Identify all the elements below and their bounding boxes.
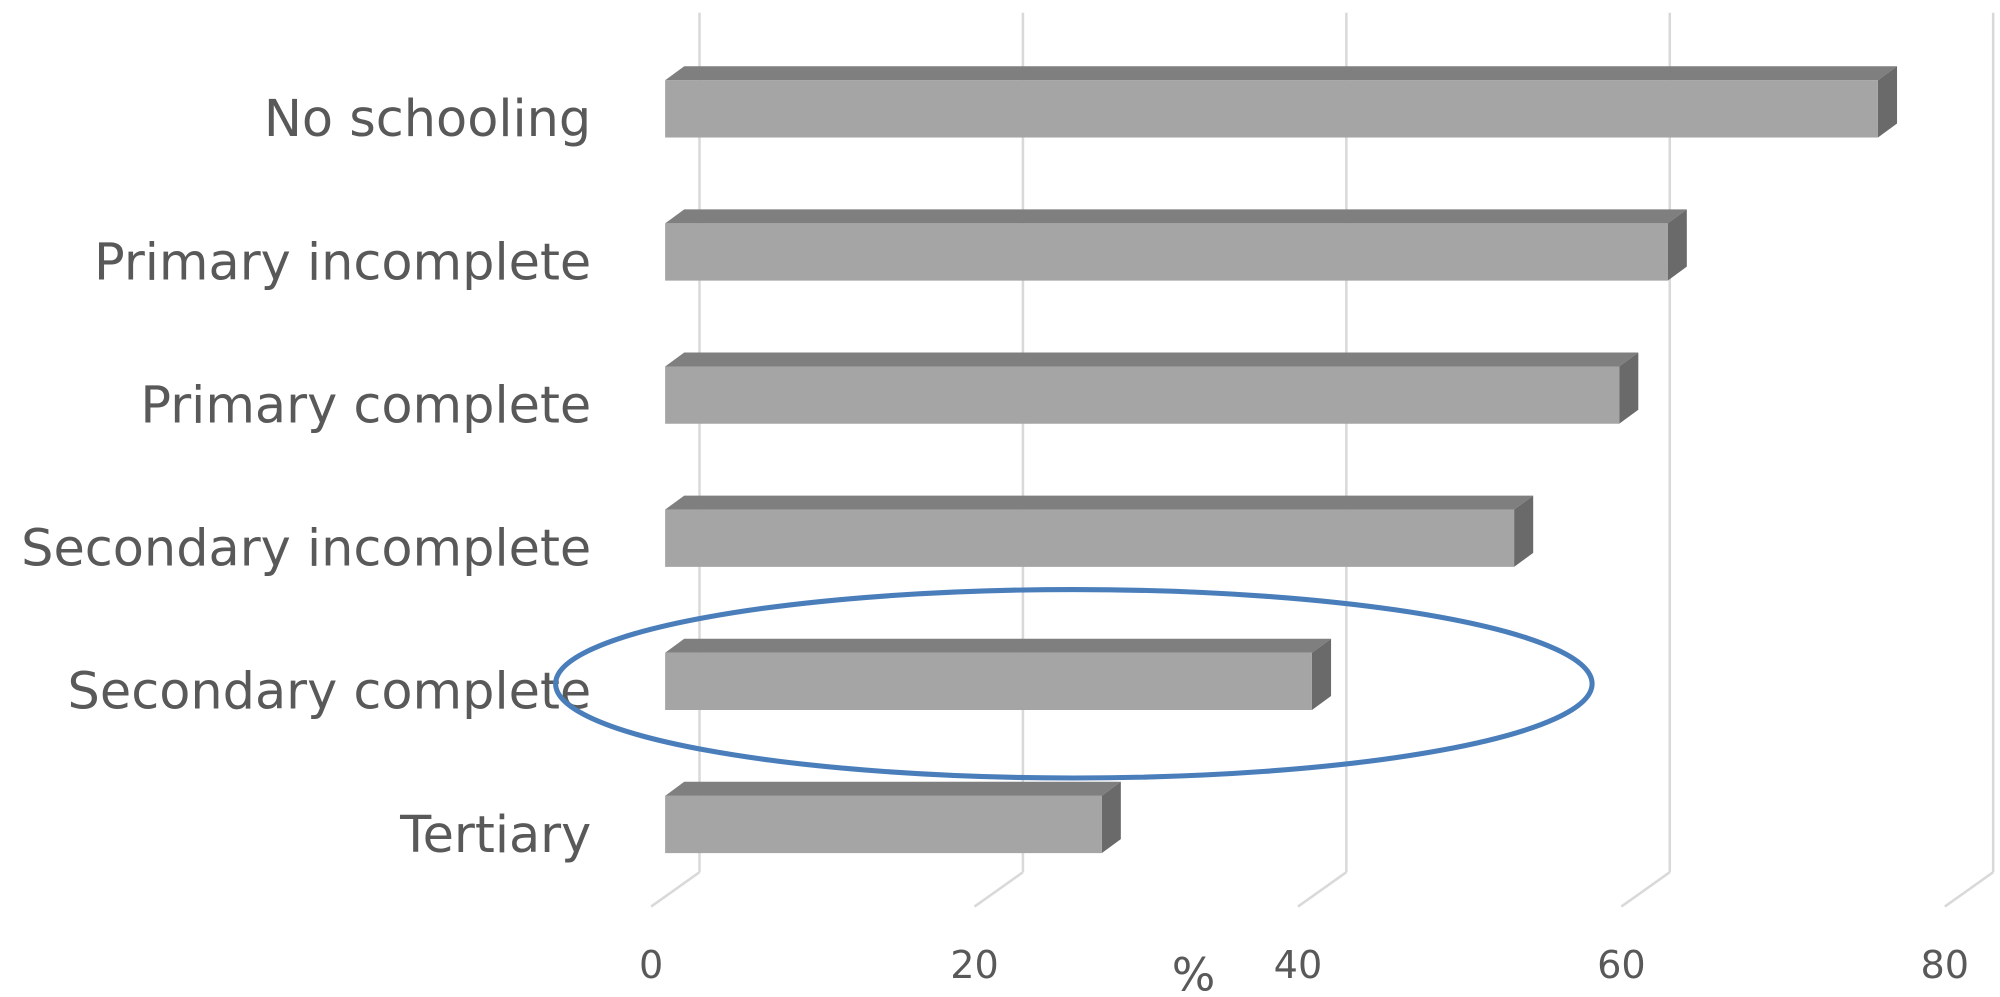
floor-line bbox=[650, 871, 701, 908]
highlight-ellipse bbox=[553, 586, 1595, 781]
bar-side bbox=[1667, 209, 1687, 281]
bar bbox=[665, 80, 1878, 138]
x-tick-label: 40 bbox=[1274, 944, 1323, 988]
grid: 0 20 40 60 80 bbox=[639, 12, 1995, 988]
floor-line bbox=[1297, 871, 1348, 908]
bar-top bbox=[665, 66, 1898, 81]
bar-top bbox=[665, 352, 1639, 367]
bar bbox=[665, 795, 1102, 854]
bar bbox=[665, 223, 1668, 281]
category-label: Primary incomplete bbox=[94, 233, 591, 292]
floor-line bbox=[973, 871, 1024, 908]
category-label: Tertiary bbox=[399, 806, 591, 865]
floor-line bbox=[1620, 871, 1671, 908]
bar-top bbox=[665, 495, 1534, 510]
bar-side bbox=[1877, 66, 1898, 138]
bar-top bbox=[665, 209, 1687, 224]
x-tick-label: 0 bbox=[639, 944, 663, 988]
bar-side bbox=[1619, 352, 1639, 424]
bar-side bbox=[1514, 495, 1534, 567]
category-label: Primary complete bbox=[140, 376, 591, 435]
x-tick-label: 80 bbox=[1920, 944, 1969, 988]
bar bbox=[665, 652, 1312, 710]
category-label: Secondary complete bbox=[68, 663, 592, 722]
bar-top bbox=[665, 781, 1121, 796]
x-tick-label: 60 bbox=[1597, 944, 1646, 988]
bar-top bbox=[665, 638, 1332, 653]
bar bbox=[665, 509, 1515, 567]
category-label: Secondary incomplete bbox=[21, 520, 591, 579]
x-axis-label: % bbox=[1172, 947, 1216, 997]
category-label: No schooling bbox=[264, 90, 591, 149]
floor-line bbox=[1944, 871, 1994, 908]
x-tick-label: 20 bbox=[950, 944, 999, 988]
bar-side bbox=[1101, 781, 1121, 854]
bar-side bbox=[1311, 638, 1332, 710]
bars: No schooling Primary incomplete Primary co… bbox=[21, 66, 1898, 865]
bar bbox=[665, 366, 1620, 424]
